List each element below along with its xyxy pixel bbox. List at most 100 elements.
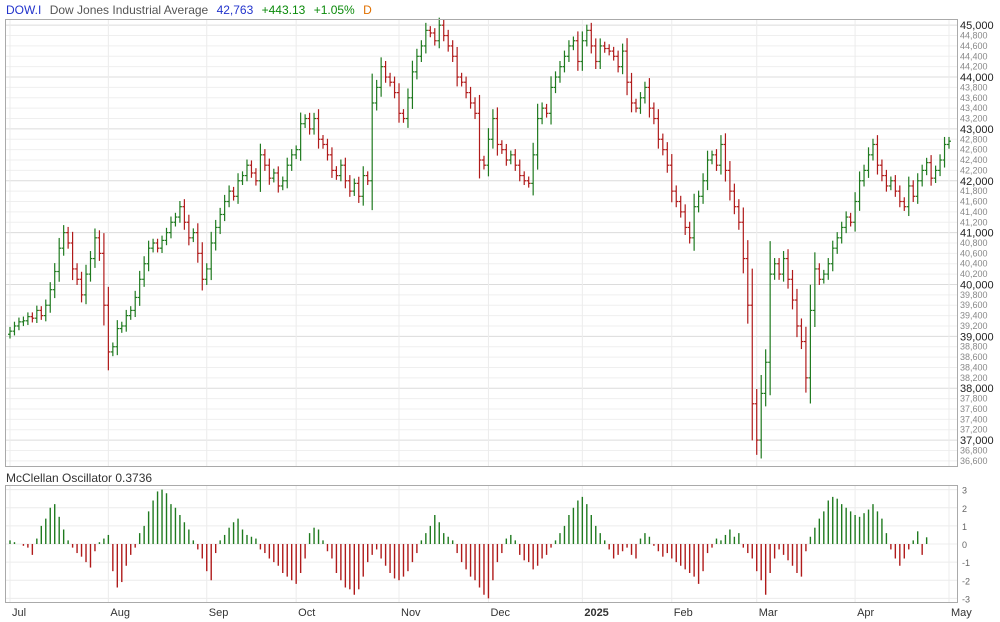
ohlc-bar (531, 142, 536, 196)
ohlc-bar (701, 173, 706, 204)
ohlc-bar (48, 282, 53, 313)
symbol-link[interactable]: DOW.I (6, 3, 42, 17)
ohlc-bar (195, 223, 200, 263)
ohlc-bar (853, 192, 858, 232)
price-tick-label-major: 37,000 (960, 435, 994, 447)
ohlc-bar (580, 31, 585, 71)
oscillator-title: McClellan Oscillator 0.3736 (6, 471, 153, 485)
ohlc-bar (513, 149, 518, 171)
ohlc-bar (110, 342, 115, 357)
ohlc-bar (361, 166, 366, 206)
ohlc-bar (52, 263, 57, 299)
ohlc-bar (768, 241, 773, 396)
ohlc-bar (321, 135, 325, 149)
ohlc-bar (839, 221, 844, 244)
ohlc-bar (370, 73, 375, 211)
ohlc-bar (781, 251, 786, 282)
x-tick-label: Jul (12, 607, 26, 619)
ohlc-bar (571, 36, 576, 51)
ohlc-bar (920, 164, 925, 187)
ohlc-bar (522, 171, 527, 186)
ohlc-bar (549, 76, 554, 125)
price-grid (6, 20, 957, 466)
ohlc-bar (575, 31, 580, 71)
ohlc-bar (490, 109, 495, 149)
ohlc-bar (298, 112, 303, 161)
ohlc-bar (209, 231, 214, 281)
ohlc-bar (727, 161, 732, 201)
ohlc-bar (401, 109, 406, 123)
ohlc-bar (683, 204, 688, 235)
ohlc-bar (866, 147, 871, 178)
price-tick-label-minor: 39,800 (960, 290, 988, 300)
ohlc-bar (271, 168, 276, 183)
ohlc-bar (553, 71, 558, 94)
x-tick-label: May (951, 607, 972, 619)
ohlc-bar (182, 199, 187, 230)
ohlc-bar (911, 180, 916, 203)
ohlc-bar (803, 326, 808, 393)
price-tick-label-minor: 41,200 (960, 217, 988, 227)
ohlc-bar (414, 48, 419, 80)
price-tick-label-minor: 43,400 (960, 103, 988, 113)
ohlc-bar (432, 28, 437, 46)
ohlc-bar (303, 114, 308, 128)
ohlc-bar (602, 41, 607, 53)
ohlc-bar (285, 157, 290, 189)
price-tick-label-minor: 39,400 (960, 311, 988, 321)
ohlc-bar (142, 256, 147, 287)
ohlc-bar (651, 102, 656, 125)
price-tick-label-minor: 41,800 (960, 186, 988, 196)
ohlc-bar (8, 326, 12, 339)
ohlc-bar (642, 81, 647, 104)
ohlc-bar (817, 263, 822, 286)
ohlc-bar (410, 60, 415, 109)
oscillator-tick-label: -3 (962, 594, 970, 604)
oscillator-tick-label: -1 (962, 558, 970, 568)
x-tick-label: Apr (857, 607, 874, 619)
ohlc-bar (133, 290, 138, 318)
x-tick-label: Dec (490, 607, 510, 619)
ohlc-bar (557, 60, 562, 83)
ohlc-bar (227, 185, 232, 208)
price-tick-label-minor: 38,600 (960, 352, 988, 362)
price-tick-label-major: 41,000 (960, 228, 994, 240)
ohlc-bar (43, 299, 48, 322)
price-tick-label-minor: 43,600 (960, 93, 988, 103)
ohlc-bar (218, 207, 223, 235)
ohlc-bar (455, 46, 460, 87)
ohlc-bar (562, 50, 567, 73)
ohlc-bar (392, 76, 397, 99)
ohlc-bar (213, 219, 218, 251)
x-tick-label: Mar (759, 607, 778, 619)
ohlc-bar (236, 173, 241, 204)
price-tick-label-minor: 38,800 (960, 342, 988, 352)
oscillator-panel-frame (5, 485, 958, 603)
ohlc-bar (258, 143, 263, 192)
ohlc-bar (307, 112, 312, 135)
price-tick-label-minor: 40,800 (960, 238, 988, 248)
ohlc-bar (468, 86, 473, 109)
ohlc-bar (222, 194, 227, 222)
ohlc-bar (383, 60, 388, 83)
price-tick-label-minor: 42,600 (960, 145, 988, 155)
ohlc-bar (66, 226, 71, 249)
ohlc-bar (84, 264, 89, 305)
ohlc-bar (325, 138, 330, 161)
ohlc-bar (611, 46, 616, 61)
ohlc-bar (625, 38, 630, 96)
ohlc-bar (947, 136, 951, 149)
price-tick-label-minor: 41,600 (960, 197, 988, 207)
ohlc-bar (938, 154, 943, 177)
ohlc-bar (61, 225, 66, 256)
ohlc-bar (200, 242, 205, 291)
ohlc-bar (638, 92, 643, 114)
price-change: +443.13 (261, 3, 306, 17)
last-price: 42,763 (216, 3, 254, 17)
x-tick-label: Sep (209, 607, 229, 619)
ohlc-bar (450, 40, 455, 63)
ohlc-bar (790, 269, 795, 310)
ohlc-bar (128, 306, 133, 320)
